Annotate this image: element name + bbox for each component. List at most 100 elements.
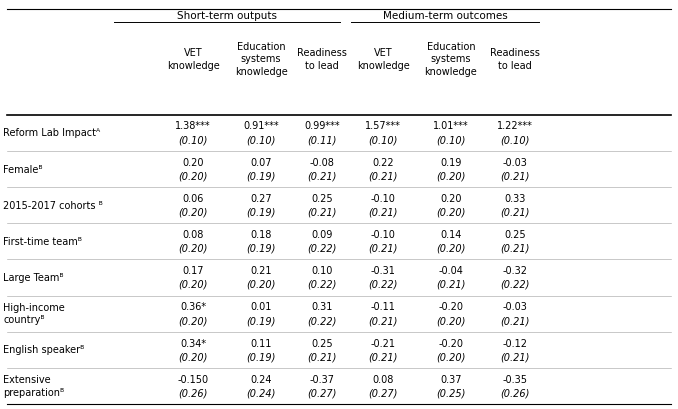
Text: 0.18: 0.18 xyxy=(250,229,272,239)
Text: English speakerᴮ: English speakerᴮ xyxy=(3,345,85,355)
Text: Readiness
to lead: Readiness to lead xyxy=(490,48,540,71)
Text: 1.01***: 1.01*** xyxy=(433,121,468,131)
Text: 0.20: 0.20 xyxy=(182,157,204,167)
Text: -0.04: -0.04 xyxy=(439,265,463,276)
Text: 0.22: 0.22 xyxy=(372,157,394,167)
Text: Large Teamᴮ: Large Teamᴮ xyxy=(3,272,64,282)
Text: (0.24): (0.24) xyxy=(246,388,276,398)
Text: (0.22): (0.22) xyxy=(307,315,337,325)
Text: (0.21): (0.21) xyxy=(500,171,530,181)
Text: 0.25: 0.25 xyxy=(311,193,333,203)
Text: (0.11): (0.11) xyxy=(307,135,337,145)
Text: (0.21): (0.21) xyxy=(307,207,337,217)
Text: (0.26): (0.26) xyxy=(178,388,208,398)
Text: (0.19): (0.19) xyxy=(246,315,276,325)
Text: (0.22): (0.22) xyxy=(500,279,530,289)
Text: (0.22): (0.22) xyxy=(368,279,398,289)
Text: -0.11: -0.11 xyxy=(371,302,395,312)
Text: (0.10): (0.10) xyxy=(500,135,530,145)
Text: Femaleᴮ: Femaleᴮ xyxy=(3,164,43,174)
Text: (0.20): (0.20) xyxy=(436,171,466,181)
Text: 0.27: 0.27 xyxy=(250,193,272,203)
Text: 0.21: 0.21 xyxy=(250,265,272,276)
Text: (0.19): (0.19) xyxy=(246,351,276,362)
Text: 0.11: 0.11 xyxy=(250,338,272,348)
Text: Medium-term outcomes: Medium-term outcomes xyxy=(383,11,507,20)
Text: Extensive
preparationᴮ: Extensive preparationᴮ xyxy=(3,375,64,397)
Text: (0.21): (0.21) xyxy=(436,279,466,289)
Text: Education
systems
knowledge: Education systems knowledge xyxy=(424,42,477,77)
Text: 0.31: 0.31 xyxy=(311,302,333,312)
Text: 0.14: 0.14 xyxy=(440,229,462,239)
Text: 1.57***: 1.57*** xyxy=(365,121,401,131)
Text: VET
knowledge: VET knowledge xyxy=(357,48,410,71)
Text: 0.33: 0.33 xyxy=(504,193,526,203)
Text: (0.22): (0.22) xyxy=(307,279,337,289)
Text: -0.20: -0.20 xyxy=(439,338,463,348)
Text: 0.25: 0.25 xyxy=(311,338,333,348)
Text: Education
systems
knowledge: Education systems knowledge xyxy=(235,42,287,77)
Text: -0.32: -0.32 xyxy=(503,265,527,276)
Text: High-income
countryᴮ: High-income countryᴮ xyxy=(3,302,65,325)
Text: (0.21): (0.21) xyxy=(368,351,398,362)
Text: -0.31: -0.31 xyxy=(371,265,395,276)
Text: (0.20): (0.20) xyxy=(246,279,276,289)
Text: (0.10): (0.10) xyxy=(436,135,466,145)
Text: (0.20): (0.20) xyxy=(178,279,208,289)
Text: 0.34*: 0.34* xyxy=(180,338,206,348)
Text: Reform Lab Impactᴬ: Reform Lab Impactᴬ xyxy=(3,128,100,138)
Text: -0.10: -0.10 xyxy=(371,229,395,239)
Text: (0.20): (0.20) xyxy=(436,315,466,325)
Text: (0.21): (0.21) xyxy=(368,243,398,253)
Text: (0.20): (0.20) xyxy=(178,315,208,325)
Text: 1.38***: 1.38*** xyxy=(176,121,211,131)
Text: 0.25: 0.25 xyxy=(504,229,526,239)
Text: -0.37: -0.37 xyxy=(310,374,334,384)
Text: Short-term outputs: Short-term outputs xyxy=(177,11,277,20)
Text: -0.35: -0.35 xyxy=(503,374,527,384)
Text: (0.21): (0.21) xyxy=(368,207,398,217)
Text: (0.21): (0.21) xyxy=(368,315,398,325)
Text: 0.36*: 0.36* xyxy=(180,302,206,312)
Text: (0.21): (0.21) xyxy=(307,351,337,362)
Text: (0.25): (0.25) xyxy=(436,388,466,398)
Text: First-time teamᴮ: First-time teamᴮ xyxy=(3,236,82,246)
Text: (0.10): (0.10) xyxy=(178,135,208,145)
Text: (0.10): (0.10) xyxy=(368,135,398,145)
Text: 0.19: 0.19 xyxy=(440,157,462,167)
Text: (0.21): (0.21) xyxy=(500,207,530,217)
Text: -0.150: -0.150 xyxy=(178,374,209,384)
Text: 0.07: 0.07 xyxy=(250,157,272,167)
Text: (0.19): (0.19) xyxy=(246,171,276,181)
Text: -0.21: -0.21 xyxy=(371,338,395,348)
Text: (0.20): (0.20) xyxy=(436,351,466,362)
Text: 0.24: 0.24 xyxy=(250,374,272,384)
Text: (0.22): (0.22) xyxy=(307,243,337,253)
Text: (0.20): (0.20) xyxy=(436,207,466,217)
Text: 0.37: 0.37 xyxy=(440,374,462,384)
Text: 0.20: 0.20 xyxy=(440,193,462,203)
Text: (0.21): (0.21) xyxy=(500,243,530,253)
Text: 0.17: 0.17 xyxy=(182,265,204,276)
Text: (0.26): (0.26) xyxy=(500,388,530,398)
Text: 0.01: 0.01 xyxy=(250,302,272,312)
Text: (0.27): (0.27) xyxy=(368,388,398,398)
Text: -0.03: -0.03 xyxy=(503,302,527,312)
Text: (0.20): (0.20) xyxy=(436,243,466,253)
Text: -0.20: -0.20 xyxy=(439,302,463,312)
Text: 1.22***: 1.22*** xyxy=(498,121,533,131)
Text: (0.21): (0.21) xyxy=(368,171,398,181)
Text: VET
knowledge: VET knowledge xyxy=(167,48,220,71)
Text: (0.21): (0.21) xyxy=(500,315,530,325)
Text: 0.08: 0.08 xyxy=(372,374,394,384)
Text: 0.09: 0.09 xyxy=(311,229,333,239)
Text: (0.27): (0.27) xyxy=(307,388,337,398)
Text: 0.10: 0.10 xyxy=(311,265,333,276)
Text: 2015-2017 cohorts ᴮ: 2015-2017 cohorts ᴮ xyxy=(3,200,103,210)
Text: 0.08: 0.08 xyxy=(182,229,204,239)
Text: (0.20): (0.20) xyxy=(178,207,208,217)
Text: (0.19): (0.19) xyxy=(246,207,276,217)
Text: -0.10: -0.10 xyxy=(371,193,395,203)
Text: (0.21): (0.21) xyxy=(307,171,337,181)
Text: -0.08: -0.08 xyxy=(310,157,334,167)
